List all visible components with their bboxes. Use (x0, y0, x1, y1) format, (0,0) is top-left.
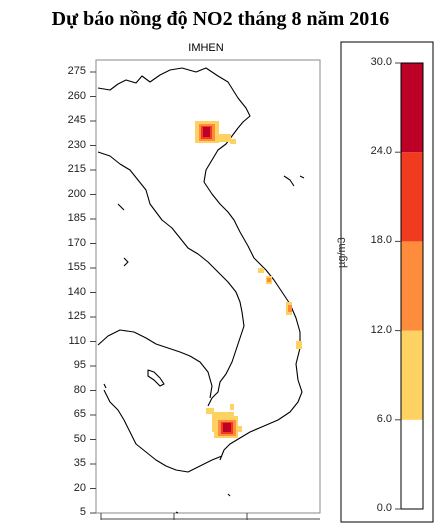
colorbar-tick-label: 6.0 (376, 412, 392, 425)
y-tick-label: 275 (67, 65, 86, 77)
y-tick-label: 230 (67, 138, 86, 151)
colorbar-band (401, 63, 423, 153)
island-b (123, 257, 129, 267)
colorbar-band (401, 330, 423, 420)
border-thailand (97, 329, 213, 399)
hotspot-haiphong (230, 139, 236, 144)
y-tick-label: 170 (67, 236, 86, 249)
hotspot-danang (258, 268, 272, 284)
colorbar-ticks (395, 62, 401, 510)
colorbar-tick-label: 30.0 (370, 56, 392, 68)
y-tick-label: 185 (67, 212, 86, 224)
y-tick-label: 215 (67, 163, 86, 175)
tonle-sap-lake (147, 369, 165, 387)
hotspot-quangngai (286, 302, 292, 315)
y-tick-label: 140 (67, 285, 86, 298)
y-tick-label: 245 (67, 114, 86, 126)
colorbar-band (401, 152, 423, 242)
island-c (117, 203, 125, 211)
colorbar-tick-label: 0.0 (376, 502, 392, 514)
hotspot-hochiminh (206, 404, 242, 438)
border-china (97, 67, 251, 129)
colorbar-frame (340, 41, 434, 523)
colorbar-band (401, 241, 423, 331)
map-title: Dự báo nồng độ NO2 tháng 8 năm 2016 (51, 8, 390, 30)
colorbar-band (401, 419, 423, 509)
y-tick-label: 200 (67, 187, 86, 200)
y-tick-label: 125 (67, 310, 86, 322)
colorbar-bands (401, 63, 423, 509)
island-a (103, 383, 107, 389)
y-axis-ticks (90, 71, 96, 514)
border-laos-cambodia (97, 151, 245, 407)
map-subtitle: IMHEN (188, 42, 224, 54)
island-e (299, 175, 305, 179)
country-borders (97, 67, 305, 514)
y-tick-label: 5 (79, 506, 86, 518)
colorbar-tick-label: 18.0 (370, 234, 392, 247)
no2-hotspots (195, 121, 302, 438)
gulf-coast (103, 389, 223, 473)
island-f (227, 493, 231, 497)
island-g (175, 511, 179, 514)
y-tick-label: 155 (67, 261, 86, 273)
y-tick-label: 65 (73, 408, 86, 420)
hotspot-hanoi (195, 121, 231, 143)
y-tick-label: 80 (73, 383, 86, 396)
x-axis-ticks (100, 513, 320, 520)
y-tick-label: 110 (68, 334, 86, 347)
colorbar-unit: µg/m3 (336, 237, 348, 268)
y-tick-label: 35 (73, 457, 86, 469)
y-tick-label: 260 (67, 89, 86, 102)
colorbar-tick-label: 12.0 (370, 323, 392, 336)
coastline-vietnam (203, 127, 303, 461)
hotspot-nhatrang (296, 341, 302, 349)
y-tick-label: 95 (73, 359, 86, 371)
colorbar-tick-label: 24.0 (370, 145, 392, 158)
y-tick-label: 50 (73, 432, 86, 445)
map-frame (95, 59, 321, 514)
y-tick-label: 20 (73, 481, 86, 494)
colorbar-box (400, 62, 424, 510)
island-d (283, 175, 295, 187)
